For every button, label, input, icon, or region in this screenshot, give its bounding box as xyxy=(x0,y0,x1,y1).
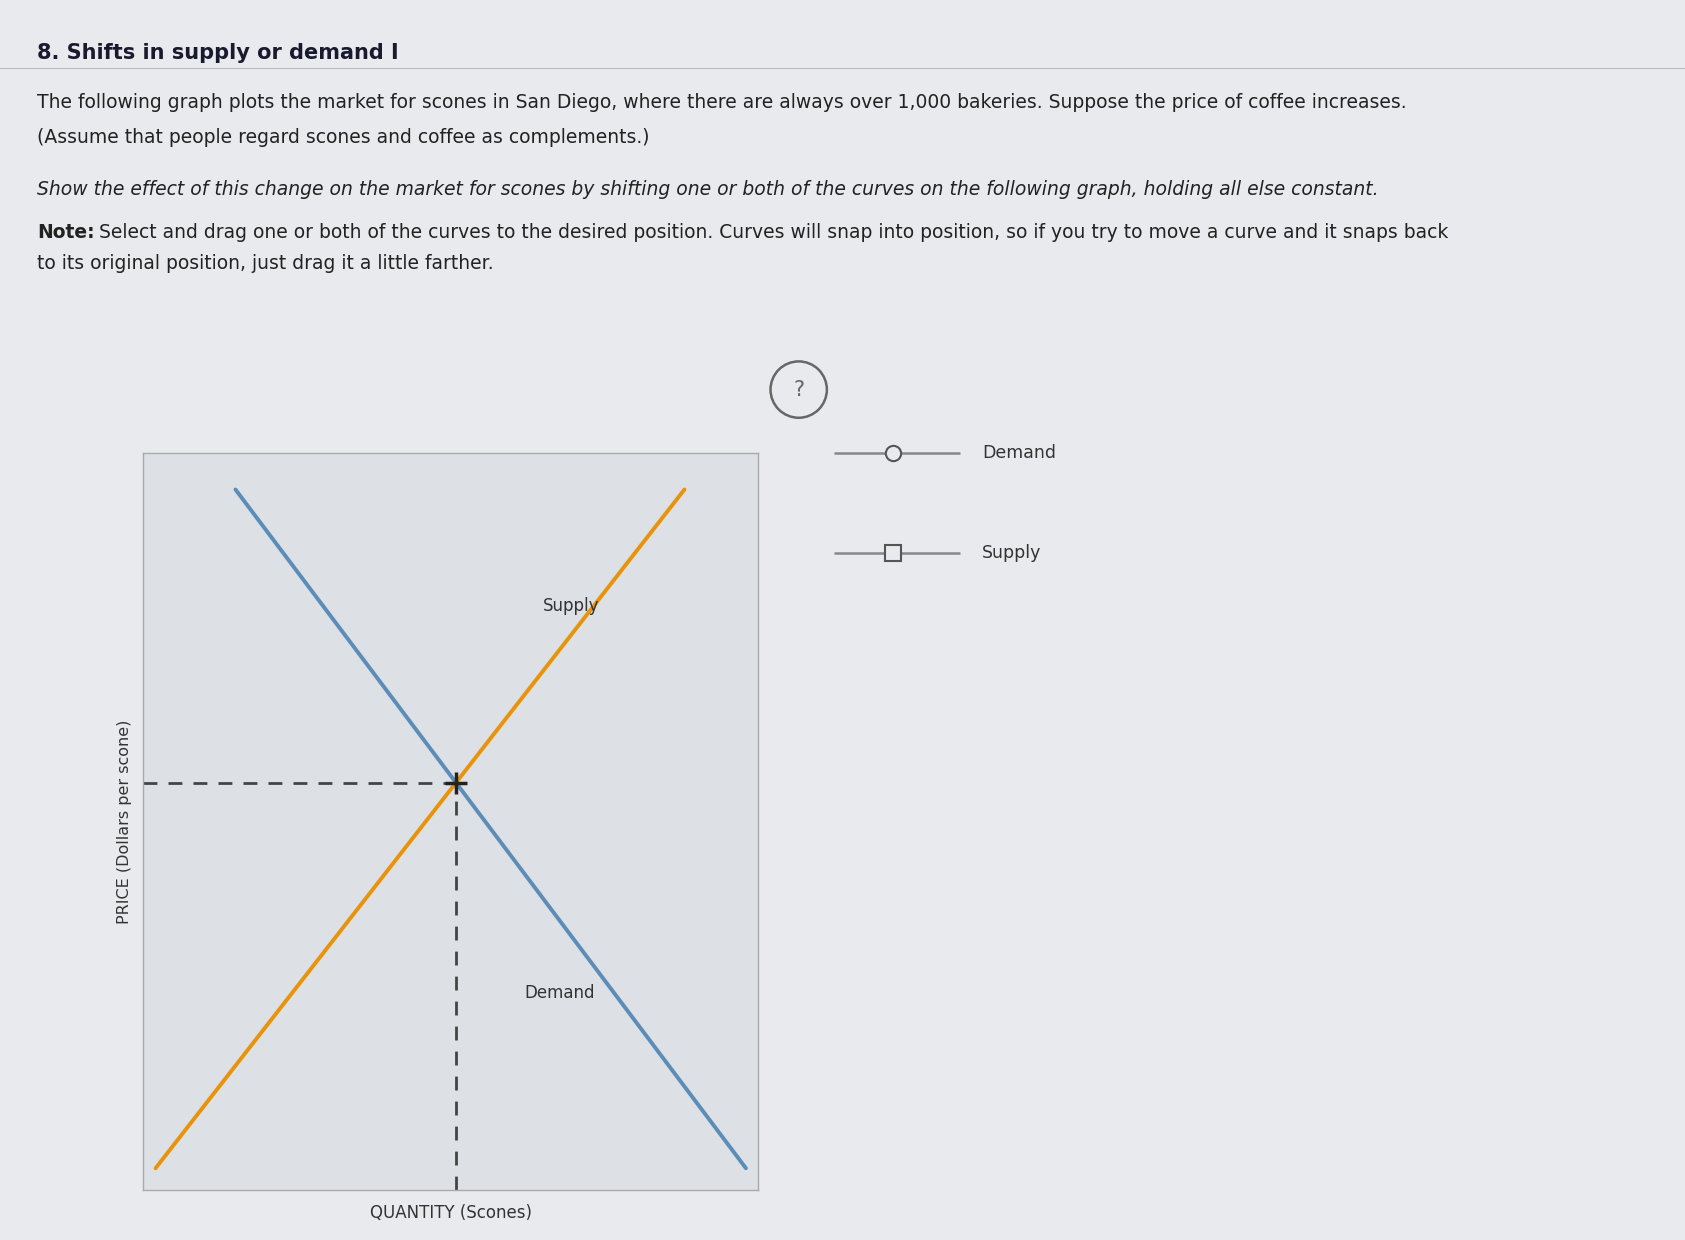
Text: to its original position, just drag it a little farther.: to its original position, just drag it a… xyxy=(37,254,494,273)
Text: Supply: Supply xyxy=(543,596,600,615)
Text: (Assume that people regard scones and coffee as complements.): (Assume that people regard scones and co… xyxy=(37,128,650,146)
Text: The following graph plots the market for scones in San Diego, where there are al: The following graph plots the market for… xyxy=(37,93,1407,112)
Text: Supply: Supply xyxy=(982,544,1041,562)
Text: Demand: Demand xyxy=(982,444,1056,461)
Text: ?: ? xyxy=(794,379,804,399)
Y-axis label: PRICE (Dollars per scone): PRICE (Dollars per scone) xyxy=(118,719,131,924)
Text: Note:: Note: xyxy=(37,223,94,242)
X-axis label: QUANTITY (Scones): QUANTITY (Scones) xyxy=(369,1204,532,1223)
Text: 8. Shifts in supply or demand I: 8. Shifts in supply or demand I xyxy=(37,43,399,63)
Text: Demand: Demand xyxy=(524,983,595,1002)
Text: Show the effect of this change on the market for scones by shifting one or both : Show the effect of this change on the ma… xyxy=(37,180,1378,198)
Text: Select and drag one or both of the curves to the desired position. Curves will s: Select and drag one or both of the curve… xyxy=(93,223,1447,242)
